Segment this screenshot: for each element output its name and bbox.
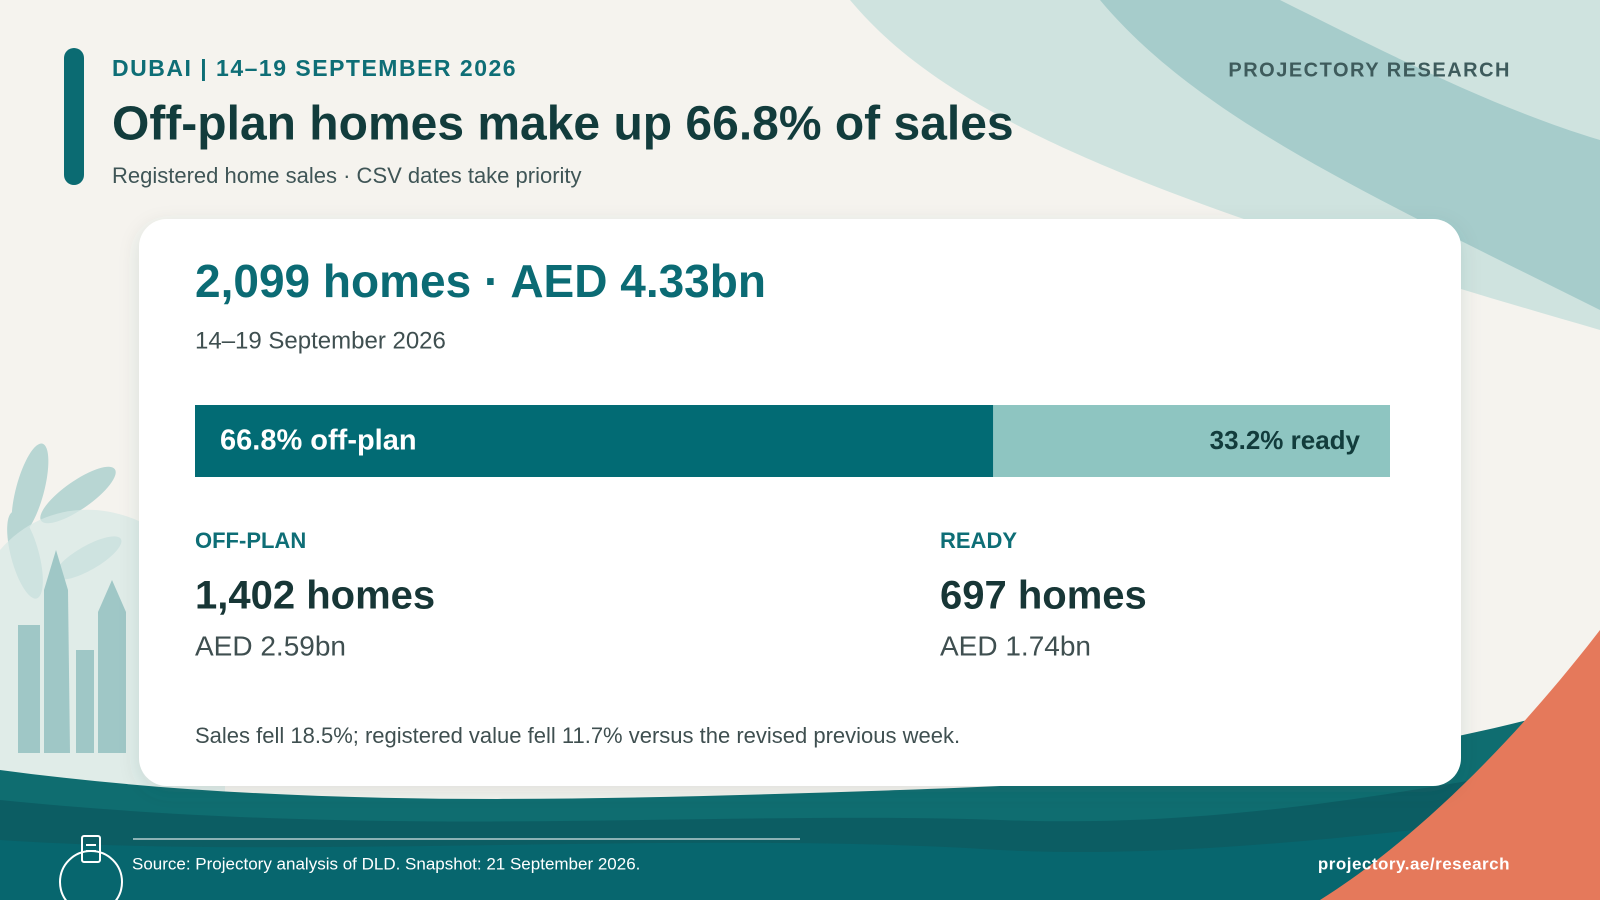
- segment-value: AED 2.59bn: [195, 630, 346, 661]
- bar-label: 33.2% ready: [1210, 425, 1361, 455]
- decor-accent: [1320, 630, 1600, 900]
- url: projectory.ae/research: [1318, 854, 1510, 873]
- bar-label: 66.8% off-plan: [220, 425, 417, 457]
- kicker: DUBAI | 14–19 SEPTEMBER 2026: [112, 55, 517, 81]
- segment-homes: 697 homes: [940, 574, 1147, 618]
- period: 14–19 September 2026: [195, 327, 446, 354]
- source-icon: [59, 835, 123, 900]
- subtitle: Registered home sales · CSV dates take p…: [112, 163, 582, 188]
- split-bar: 66.8% off-plan 33.2% ready: [195, 405, 1390, 477]
- segment-homes: 1,402 homes: [195, 574, 435, 618]
- segment-label: READY: [940, 528, 1017, 553]
- decor-skyline: [18, 550, 126, 753]
- note: Sales fell 18.5%; registered value fell …: [195, 723, 960, 748]
- decor-wave: [0, 810, 1600, 900]
- accent-bar: [64, 48, 84, 185]
- title: Off-plan homes make up 66.8% of sales: [112, 98, 1014, 151]
- card: [139, 219, 1461, 786]
- source: Source: Projectory analysis of DLD. Snap…: [132, 854, 640, 873]
- bar-segment: [993, 405, 1390, 477]
- decor-swoop: [1280, 0, 1600, 140]
- segment-value: AED 1.74bn: [940, 630, 1091, 661]
- brand: PROJECTORY RESEARCH: [1228, 59, 1511, 81]
- segment-label: OFF-PLAN: [195, 528, 306, 553]
- bar-segment: [195, 405, 994, 477]
- headline: 2,099 homes · AED 4.33bn: [195, 255, 766, 307]
